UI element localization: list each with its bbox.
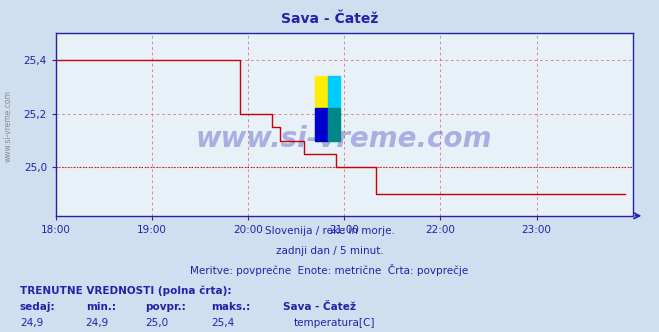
Text: 25,0: 25,0 (145, 318, 168, 328)
Bar (328, 76, 339, 108)
Text: Sava - Čatež: Sava - Čatež (283, 302, 357, 312)
Text: 24,9: 24,9 (86, 318, 109, 328)
Text: maks.:: maks.: (211, 302, 250, 312)
Text: sedaj:: sedaj: (20, 302, 55, 312)
Text: Meritve: povprečne  Enote: metrične  Črta: povprečje: Meritve: povprečne Enote: metrične Črta:… (190, 264, 469, 276)
Text: 25,4: 25,4 (211, 318, 234, 328)
Text: povpr.:: povpr.: (145, 302, 186, 312)
Text: min.:: min.: (86, 302, 116, 312)
Text: zadnji dan / 5 minut.: zadnji dan / 5 minut. (275, 246, 384, 256)
Bar (316, 108, 328, 141)
Bar (328, 108, 339, 141)
Text: TRENUTNE VREDNOSTI (polna črta):: TRENUTNE VREDNOSTI (polna črta): (20, 285, 231, 296)
Text: www.si-vreme.com: www.si-vreme.com (196, 125, 492, 153)
Bar (316, 76, 328, 108)
Text: Sava - Čatež: Sava - Čatež (281, 12, 378, 26)
Text: Slovenija / reke in morje.: Slovenija / reke in morje. (264, 226, 395, 236)
Text: 24,9: 24,9 (20, 318, 43, 328)
Text: temperatura[C]: temperatura[C] (293, 318, 375, 328)
Text: www.si-vreme.com: www.si-vreme.com (3, 90, 13, 162)
